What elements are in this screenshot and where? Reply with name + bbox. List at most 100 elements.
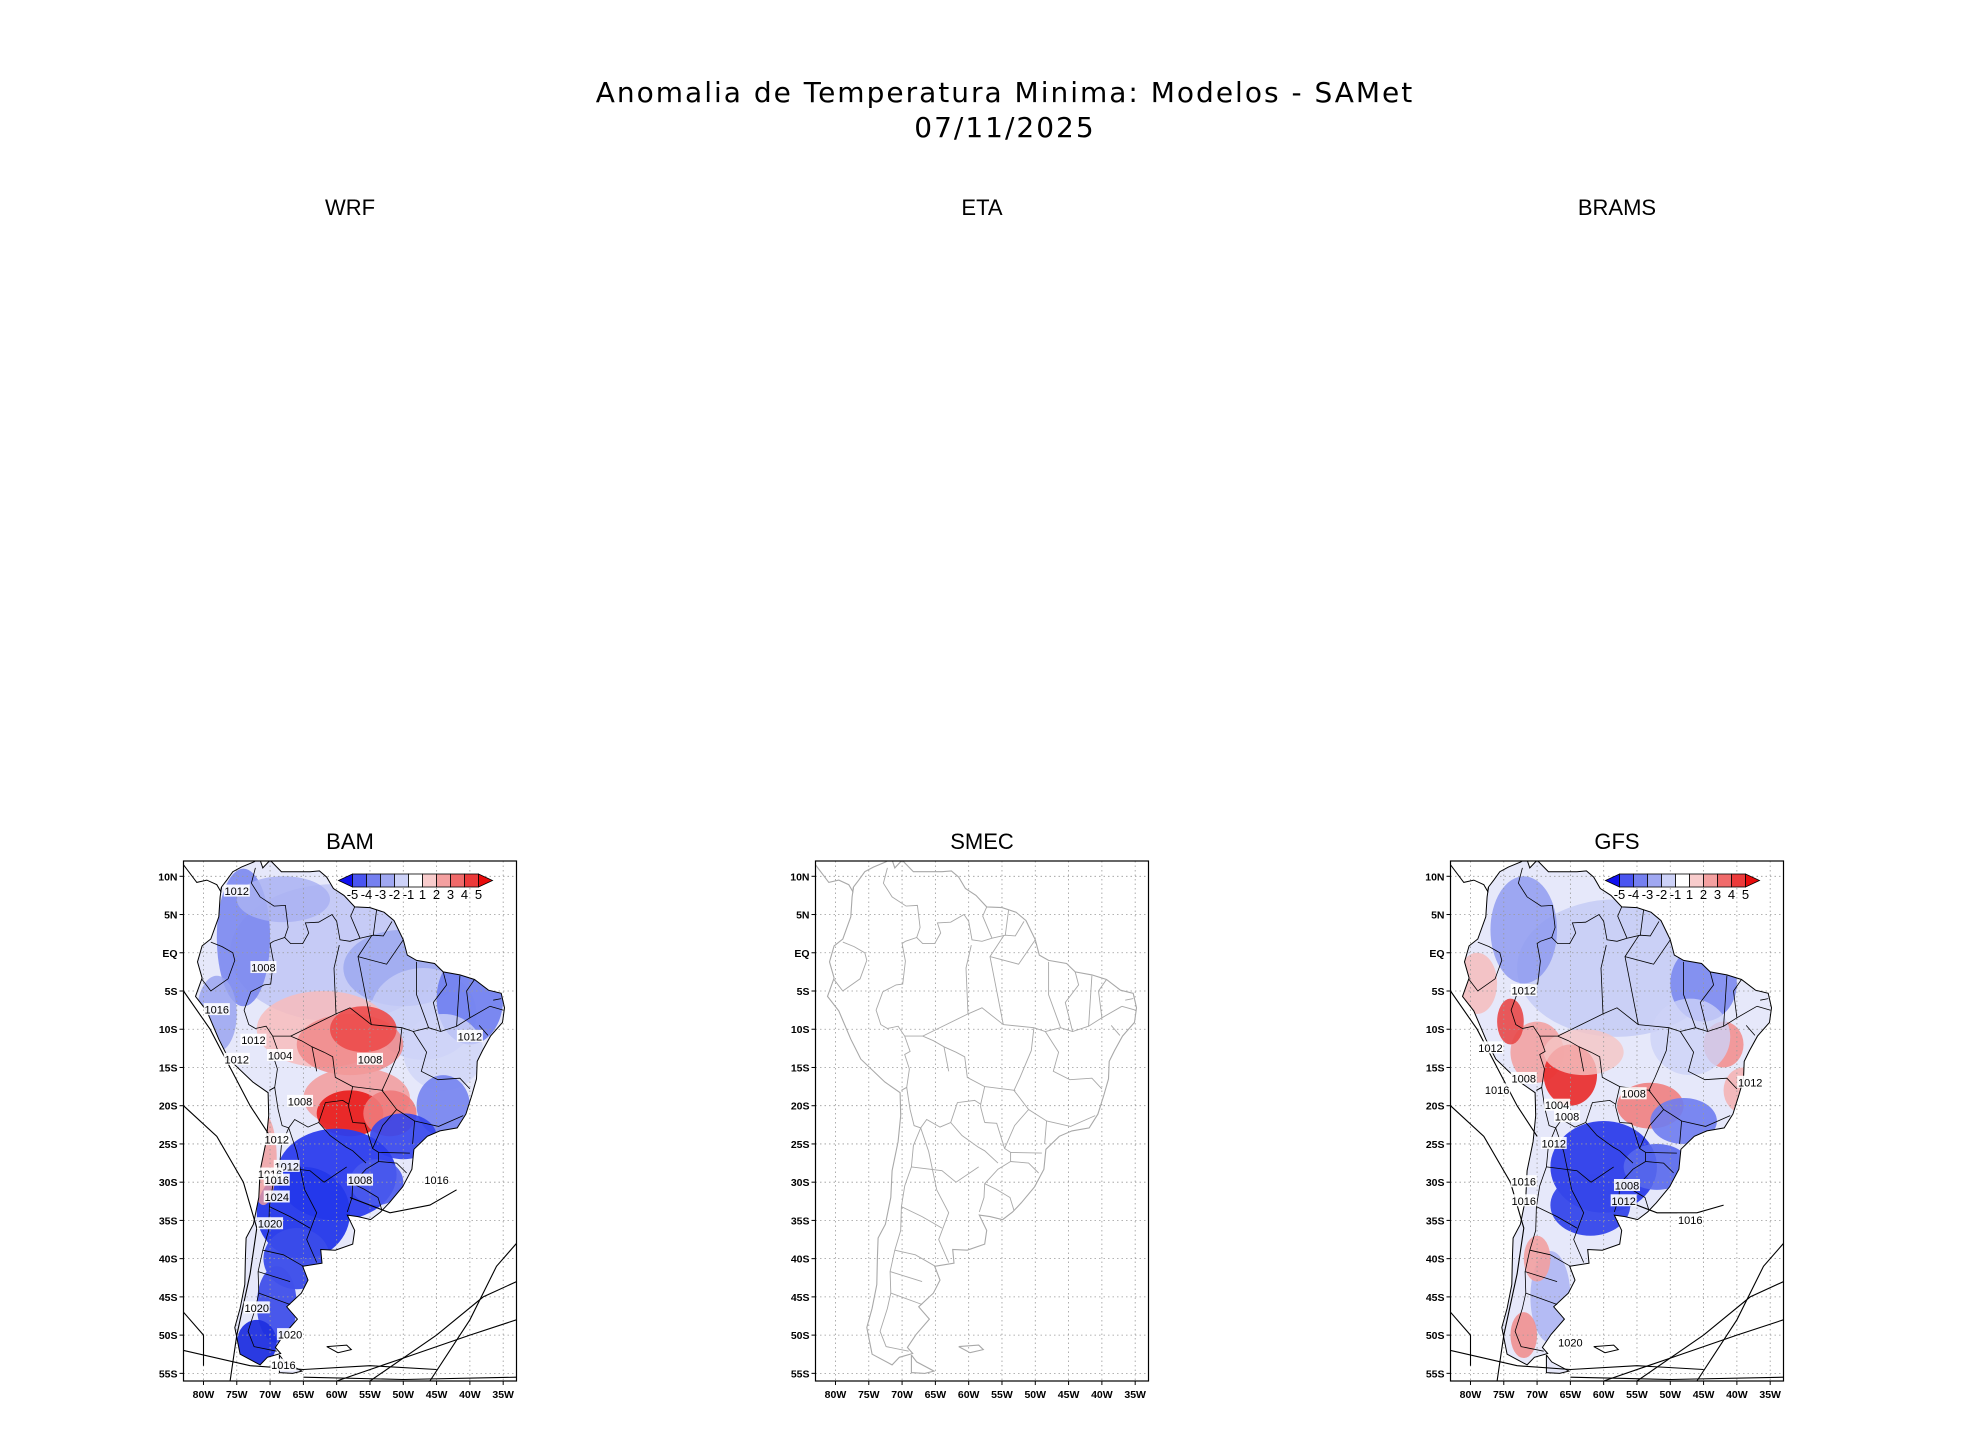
colorbar-box bbox=[1717, 873, 1732, 888]
lat-tick-label: 55S bbox=[791, 1368, 810, 1380]
lat-tick-label: 50S bbox=[791, 1330, 810, 1342]
border-line bbox=[833, 941, 868, 992]
border-line bbox=[1044, 1031, 1103, 1090]
border-line bbox=[262, 1249, 304, 1267]
border-line bbox=[466, 979, 475, 1018]
colorbar-label: 3 bbox=[447, 887, 454, 902]
lat-tick-label: 10S bbox=[1426, 1024, 1445, 1036]
border-line bbox=[1733, 979, 1742, 1018]
lat-tick-label: 55S bbox=[1426, 1368, 1445, 1380]
border-line bbox=[1468, 941, 1503, 992]
colorbar-arrow-right bbox=[1745, 873, 1761, 888]
lat-tick-label: EQ bbox=[794, 948, 809, 960]
grid-lines bbox=[815, 861, 1149, 1381]
isobar-label-bg bbox=[1544, 1098, 1571, 1111]
lon-tick-label: 75W bbox=[858, 1389, 880, 1401]
isobar-line bbox=[1570, 1376, 1784, 1381]
coast-south-america bbox=[194, 861, 506, 1366]
isobar-label: 1016 bbox=[263, 1173, 290, 1187]
isobar-label: 1008 bbox=[356, 1052, 383, 1066]
border-line bbox=[257, 1271, 291, 1282]
anomaly-blob bbox=[1462, 952, 1498, 1014]
coastline bbox=[1450, 861, 1773, 1374]
panel-wrf: WRF bbox=[325, 195, 375, 220]
isobar-label: 1008 bbox=[1554, 1110, 1581, 1124]
lat-tick-label: 35S bbox=[159, 1215, 178, 1227]
isobar-label: 1012 bbox=[1510, 984, 1537, 998]
lat-tick-label: 55S bbox=[159, 1368, 178, 1380]
lat-tick-label: 25S bbox=[791, 1139, 810, 1151]
isobar-line bbox=[183, 1105, 258, 1381]
colorbar-label: -5 bbox=[347, 887, 359, 902]
isobar-label-bg bbox=[277, 1328, 304, 1341]
isobar-label: 1020 bbox=[243, 1301, 270, 1315]
anomaly-field bbox=[1462, 861, 1772, 1374]
lat-tick-label: 20S bbox=[1426, 1101, 1445, 1113]
lon-tick-label: 80W bbox=[825, 1389, 847, 1401]
isobar-label-text: 1020 bbox=[258, 1219, 282, 1231]
colorbar-box bbox=[1647, 873, 1662, 888]
isobar-label-text: 1012 bbox=[241, 1035, 265, 1047]
border-line bbox=[1723, 975, 1728, 1027]
isobar-label-bg bbox=[1620, 1087, 1647, 1100]
axis-ticks: 10N 5N EQ 5S 10S 15S 20S 25S 30S 35S 40S 45S 50S 55S 8… bbox=[158, 871, 514, 1401]
border-line bbox=[250, 867, 289, 938]
isobar-label-bg bbox=[203, 1003, 230, 1016]
lon-tick-label: 75W bbox=[1493, 1389, 1515, 1401]
border-line bbox=[1088, 975, 1093, 1027]
isobar-label: 1016 bbox=[1510, 1194, 1537, 1208]
lon-tick-label: 70W bbox=[259, 1389, 281, 1401]
colorbar-label: 2 bbox=[433, 887, 440, 902]
border-line bbox=[1679, 1031, 1738, 1090]
lon-tick-label: 65W bbox=[293, 1389, 315, 1401]
border-line bbox=[1617, 906, 1628, 939]
border-line bbox=[478, 1025, 489, 1036]
border-line bbox=[416, 961, 429, 1028]
isobar-label-bg bbox=[346, 1173, 373, 1186]
lon-tick-label: 70W bbox=[1526, 1389, 1548, 1401]
lon-tick-label: 40W bbox=[459, 1389, 481, 1401]
isobar-label-text: 1008 bbox=[1512, 1073, 1536, 1085]
isobar-label: 1016 bbox=[270, 1358, 297, 1372]
lat-tick-label: 10S bbox=[159, 1024, 178, 1036]
border-line bbox=[904, 1035, 911, 1088]
map-frame bbox=[814, 860, 1150, 1382]
border-line bbox=[950, 1122, 999, 1164]
isobar-label-bg bbox=[1477, 1041, 1504, 1054]
isobar-label-bg bbox=[270, 1358, 297, 1371]
isobar-label-bg bbox=[423, 1173, 450, 1186]
lon-tick-label: 60W bbox=[1593, 1389, 1615, 1401]
border-line bbox=[1679, 1120, 1682, 1144]
border-line bbox=[1645, 1161, 1674, 1174]
isobar-label-text: 1016 bbox=[1512, 1196, 1536, 1208]
border-line bbox=[412, 1120, 415, 1144]
isobar-label-bg bbox=[257, 1217, 284, 1230]
border-line bbox=[333, 945, 340, 1014]
lat-tick-label: 35S bbox=[791, 1215, 810, 1227]
lon-tick-label: 35W bbox=[1759, 1389, 1781, 1401]
lon-tick-label: 60W bbox=[958, 1389, 980, 1401]
border-line bbox=[456, 975, 461, 1027]
isobar-label-bg bbox=[243, 1301, 270, 1314]
isobar-label-bg bbox=[263, 1173, 290, 1186]
lat-tick-label: EQ bbox=[1429, 948, 1444, 960]
lon-tick-label: 65W bbox=[925, 1389, 947, 1401]
isobar-line bbox=[1616, 1196, 1724, 1214]
isobar-label-text: 1016 bbox=[264, 1175, 288, 1187]
lat-tick-label: 20S bbox=[159, 1101, 178, 1113]
lat-tick-label: 20S bbox=[791, 1101, 810, 1113]
colorbar-label: 1 bbox=[419, 887, 426, 902]
border-line bbox=[243, 913, 393, 1123]
isobar-label: 1008 bbox=[250, 961, 277, 975]
map-frame bbox=[182, 860, 518, 1382]
lat-tick-label: 25S bbox=[159, 1139, 178, 1151]
isobar-label-text: 1012 bbox=[1478, 1043, 1502, 1055]
border-line bbox=[922, 1005, 1123, 1037]
border-line bbox=[412, 1031, 471, 1090]
borders bbox=[201, 867, 504, 1352]
lat-tick-label: 5N bbox=[796, 910, 809, 922]
coast-falklands bbox=[958, 1344, 985, 1354]
isobar-label-bg bbox=[1510, 1071, 1537, 1084]
border-line bbox=[920, 1099, 981, 1129]
